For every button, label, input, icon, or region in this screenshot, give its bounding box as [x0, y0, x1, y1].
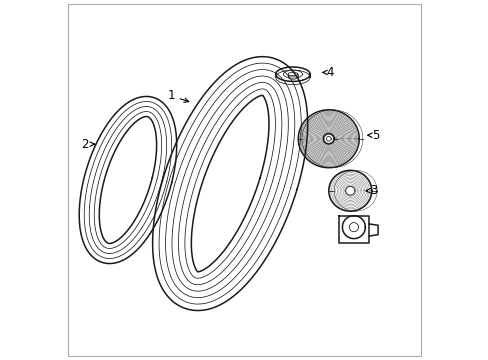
Text: 4: 4: [322, 66, 334, 79]
Text: 5: 5: [367, 129, 378, 142]
Text: 3: 3: [365, 184, 377, 197]
Text: 2: 2: [81, 138, 95, 150]
Text: 1: 1: [167, 89, 188, 102]
